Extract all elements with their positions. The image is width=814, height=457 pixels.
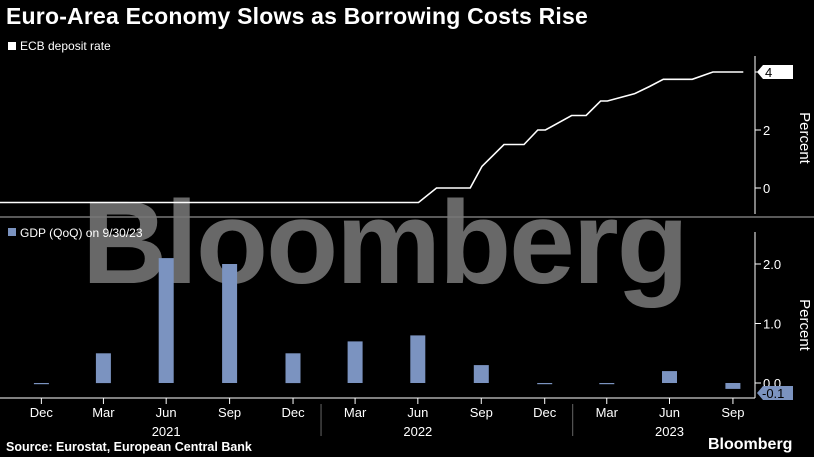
x-tick-label: Dec <box>533 405 557 420</box>
series-ecb-deposit-rate <box>0 71 744 204</box>
source-note: Source: Eurostat, European Central Bank <box>6 440 252 454</box>
x-tick-label: Dec <box>281 405 305 420</box>
bar-gdp-2021-03-31 <box>95 353 111 384</box>
bottom-y-axis-label: Percent <box>796 299 813 352</box>
panel-ecb-rate: ECB deposit rate 0 2 Percent 4 <box>0 39 814 218</box>
top-y-axis-label: Percent <box>796 112 813 165</box>
x-tick-label: Jun <box>659 405 680 420</box>
last-value-box-ecb <box>757 65 793 79</box>
x-tick-label: Jun <box>156 405 177 420</box>
bar-gdp-2023-06-30 <box>662 371 677 383</box>
x-year-label: 2023 <box>655 424 684 439</box>
bar-gdp-2023-09-30 <box>725 383 741 389</box>
bar-gdp-2021-06-30 <box>158 258 174 383</box>
legend-swatch-ecb <box>8 42 16 50</box>
x-axis: Dec Mar Jun Sep Dec Mar Jun Sep Dec Mar Jun Sep 2021… <box>0 397 755 439</box>
chart-title: Euro-Area Economy Slows as Borrowing Cos… <box>6 3 588 29</box>
bottom-y-tick-label: 1.0 <box>763 317 781 332</box>
legend-label-gdp: GDP (QoQ) on 9/30/23 <box>20 226 143 240</box>
last-value-label-gdp: -0.1 <box>762 386 784 401</box>
last-value-box-gdp <box>757 385 793 400</box>
bar-gdp-2022-06-30 <box>410 335 426 383</box>
last-value-label-ecb: 4 <box>765 65 772 80</box>
bar-gdp-2020-12-31 <box>33 383 49 385</box>
legend-swatch-gdp <box>8 228 16 236</box>
bar-gdp-2023-03-31 <box>599 383 615 385</box>
bar-gdp-2021-09-30 <box>222 264 238 383</box>
watermark-logo: Bloomberg <box>82 177 687 309</box>
top-y-tick-label: 2 <box>763 123 770 138</box>
x-year-label: 2021 <box>152 424 181 439</box>
x-tick-label: Sep <box>218 405 241 420</box>
x-tick-label: Dec <box>30 405 54 420</box>
x-tick-label: Sep <box>470 405 493 420</box>
top-y-tick-label: 0 <box>763 181 770 196</box>
x-tick-label: Mar <box>92 405 115 420</box>
bottom-y-tick-label: 2.0 <box>763 257 781 272</box>
x-year-label: 2022 <box>403 424 432 439</box>
x-tick-label: Jun <box>407 405 428 420</box>
legend-label-ecb: ECB deposit rate <box>20 39 111 53</box>
brand-logo: Bloomberg <box>708 436 793 453</box>
x-tick-label: Mar <box>344 405 367 420</box>
x-tick-label: Sep <box>721 405 744 420</box>
bar-gdp-2021-12-31 <box>285 353 301 384</box>
x-tick-label: Mar <box>596 405 619 420</box>
bar-gdp-2022-09-30 <box>473 365 489 383</box>
bar-gdp-2022-03-31 <box>347 341 363 383</box>
bar-gdp-2022-12-31 <box>537 383 553 385</box>
